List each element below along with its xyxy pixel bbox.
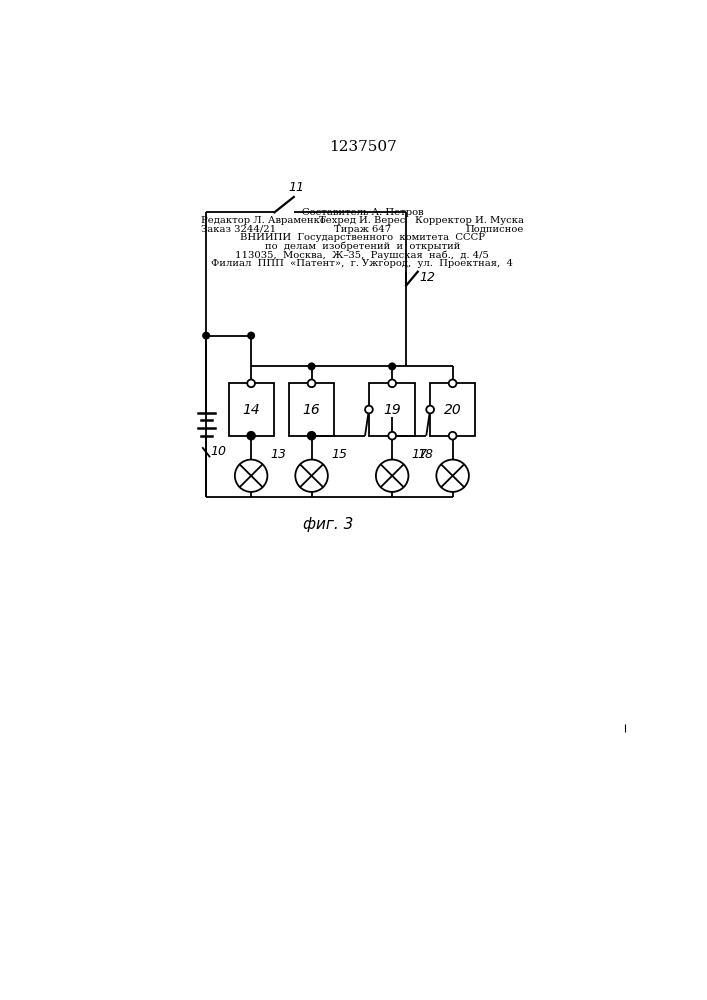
- Text: Редактор Л. Авраменко: Редактор Л. Авраменко: [201, 216, 326, 225]
- Bar: [228, 383, 274, 436]
- Text: 14: 14: [243, 403, 260, 417]
- Circle shape: [247, 379, 255, 387]
- Circle shape: [388, 432, 396, 440]
- Text: 17: 17: [411, 448, 428, 461]
- Circle shape: [248, 433, 255, 439]
- Text: 18: 18: [417, 448, 433, 461]
- Circle shape: [426, 406, 434, 413]
- Text: 20: 20: [444, 403, 462, 417]
- Bar: [430, 383, 475, 436]
- Text: 1237507: 1237507: [329, 140, 397, 154]
- Text: 11: 11: [288, 181, 304, 194]
- Text: Заказ 3244/21: Заказ 3244/21: [201, 225, 276, 234]
- Text: 16: 16: [303, 403, 320, 417]
- Text: по  делам  изобретений  и  открытий: по делам изобретений и открытий: [264, 242, 460, 251]
- Text: 13: 13: [271, 448, 286, 461]
- Text: Подписное: Подписное: [466, 225, 524, 234]
- Circle shape: [296, 460, 328, 492]
- Text: 10: 10: [210, 445, 226, 458]
- Bar: [369, 383, 416, 436]
- Circle shape: [389, 363, 395, 369]
- Circle shape: [308, 433, 315, 439]
- Circle shape: [248, 333, 255, 339]
- Circle shape: [449, 379, 457, 387]
- Circle shape: [388, 379, 396, 387]
- Circle shape: [436, 460, 469, 492]
- Bar: [289, 383, 334, 436]
- Circle shape: [376, 460, 409, 492]
- Circle shape: [308, 379, 315, 387]
- Text: Филиал  ППП  «Патент»,  г. Ужгород,  ул.  Проектная,  4: Филиал ППП «Патент», г. Ужгород, ул. Про…: [211, 259, 513, 268]
- Circle shape: [235, 460, 267, 492]
- Text: ВНИИПИ  Государственного  комитета  СССР: ВНИИПИ Государственного комитета СССР: [240, 233, 485, 242]
- Text: 113035,  Москва,  Ж–35,  Раушская  наб.,  д. 4/5: 113035, Москва, Ж–35, Раушская наб., д. …: [235, 250, 489, 259]
- Text: фиг. 3: фиг. 3: [303, 517, 354, 532]
- Text: 19: 19: [383, 403, 401, 417]
- Text: 15: 15: [331, 448, 347, 461]
- Circle shape: [308, 432, 315, 440]
- Text: Составитель А. Петров: Составитель А. Петров: [301, 208, 423, 217]
- Circle shape: [203, 333, 209, 339]
- Circle shape: [308, 363, 315, 369]
- Circle shape: [247, 432, 255, 440]
- Text: Тираж 647: Тираж 647: [334, 225, 391, 234]
- Text: 12: 12: [419, 271, 436, 284]
- Circle shape: [365, 406, 373, 413]
- Circle shape: [449, 432, 457, 440]
- Text: Корректор И. Муска: Корректор И. Муска: [415, 216, 524, 225]
- Text: Техред И. Верес: Техред И. Верес: [319, 216, 406, 225]
